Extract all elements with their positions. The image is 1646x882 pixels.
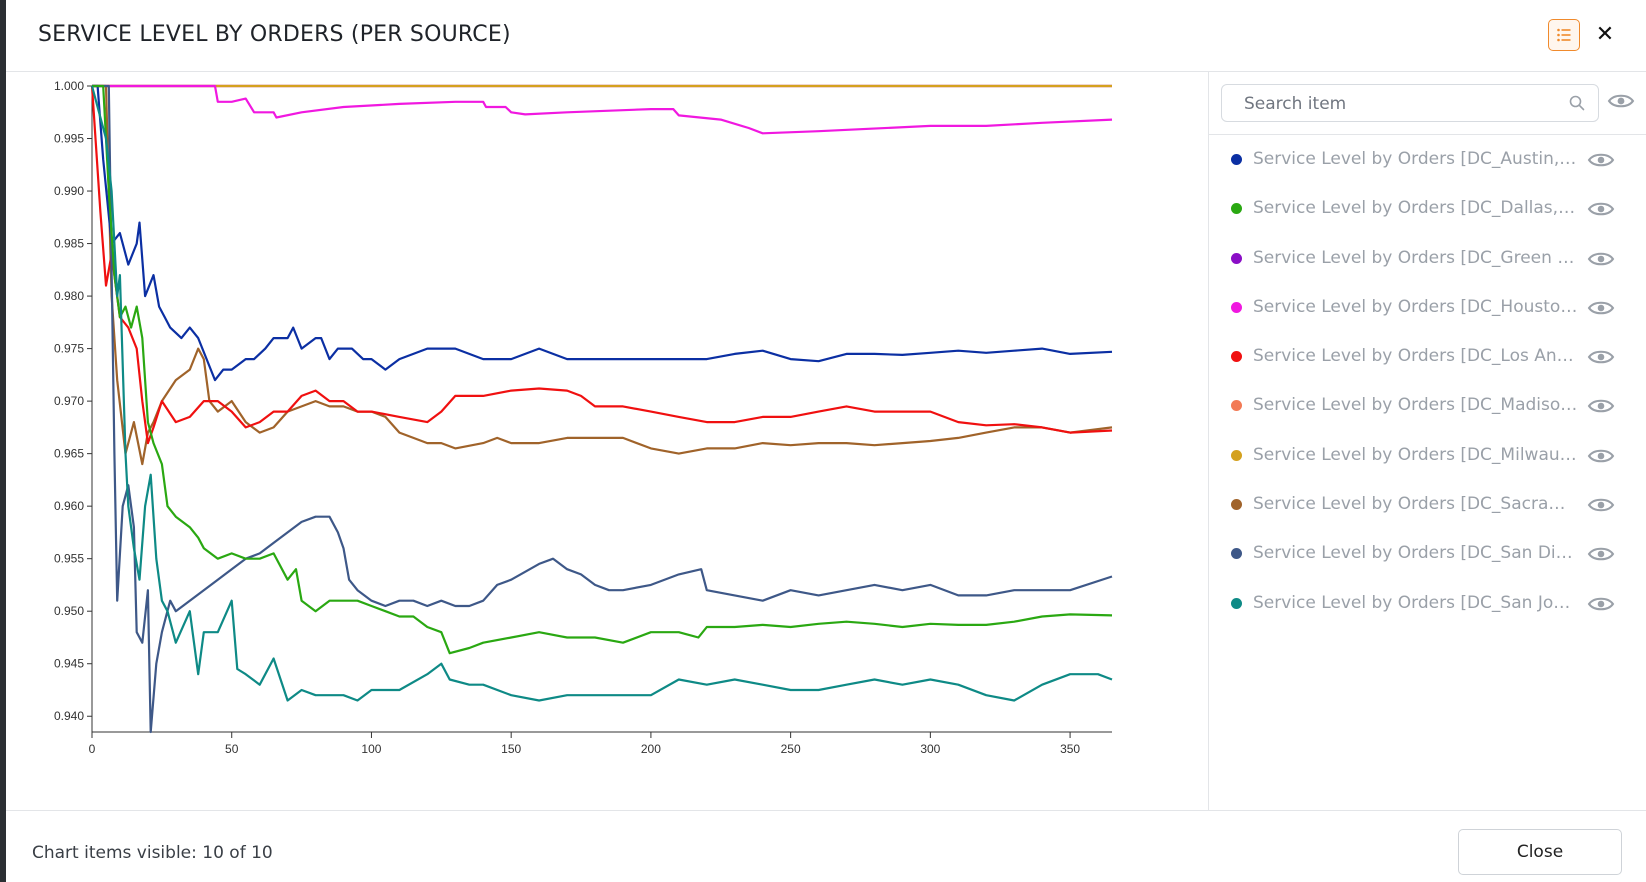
legend-color-dot [1231, 499, 1242, 511]
legend-item-label: Service Level by Orders [DC_Houston, TX] [1253, 296, 1578, 317]
legend-color-dot [1231, 449, 1242, 461]
y-tick-label: 0.970 [54, 394, 84, 408]
y-tick-label: 0.950 [54, 604, 84, 618]
legend-item[interactable]: Service Level by Orders [DC_Green Bay, W… [1209, 235, 1646, 284]
legend-color-dot [1231, 597, 1242, 609]
legend-item-label: Service Level by Orders [DC_San Jose, CA… [1253, 592, 1578, 613]
eye-icon[interactable] [1587, 150, 1615, 170]
y-tick-label: 0.995 [54, 132, 84, 146]
legend-item[interactable]: Service Level by Orders [DC_Austin, TX] [1209, 136, 1646, 185]
y-tick-label: 0.960 [54, 499, 84, 513]
eye-icon[interactable] [1587, 495, 1615, 515]
series-line [92, 84, 1113, 655]
y-axis: 1.000 0.995 0.990 0.985 0.980 0.975 0.970 0.965… [54, 79, 93, 732]
legend-color-dot [1231, 154, 1242, 165]
y-tick-label: 0.940 [54, 709, 84, 723]
eye-icon[interactable] [1587, 594, 1615, 614]
x-tick-label: 150 [501, 742, 521, 756]
series-group [90, 84, 1113, 734]
x-tick-label: 0 [89, 742, 96, 756]
y-tick-label: 0.985 [54, 237, 84, 251]
eye-icon[interactable] [1587, 298, 1615, 318]
legend-color-dot [1231, 252, 1242, 264]
legend-item[interactable]: Service Level by Orders [DC_Madison, WI] [1209, 382, 1646, 431]
legend-item[interactable]: Service Level by Orders [DC_San Diego, C… [1209, 530, 1646, 579]
toggle-all-eye-icon[interactable] [1607, 90, 1635, 112]
legend-item[interactable]: Service Level by Orders [DC_Sacramento, … [1209, 481, 1646, 530]
y-tick-label: 0.955 [54, 552, 84, 566]
line-chart: 1.000 0.995 0.990 0.985 0.980 0.975 0.970 0.965… [54, 79, 1113, 756]
x-tick-label: 200 [641, 742, 661, 756]
series-line [92, 84, 1113, 466]
series-line [92, 84, 1113, 382]
eye-icon[interactable] [1587, 347, 1615, 367]
legend-color-dot [1231, 400, 1242, 412]
legend-item-label: Service Level by Orders [DC_Madison, WI] [1253, 395, 1578, 416]
x-tick-label: 350 [1060, 742, 1080, 756]
modal-header: SERVICE LEVEL BY ORDERS (PER SOURCE) ✕ [6, 0, 1646, 72]
y-tick-label: 1.000 [54, 79, 84, 93]
legend-item-label: Service Level by Orders [DC_Austin, TX] [1253, 149, 1578, 169]
page-backdrop [0, 0, 6, 882]
legend-item-label: Service Level by Orders [DC_Los Angeles,… [1253, 346, 1578, 367]
list-icon [1557, 28, 1571, 42]
legend-color-dot [1231, 548, 1242, 560]
panel-divider [1209, 134, 1646, 135]
eye-icon[interactable] [1587, 544, 1615, 564]
x-tick-label: 300 [920, 742, 940, 756]
legend-panel: Service Level by Orders [DC_Austin, TX] S… [1208, 72, 1646, 810]
y-tick-label: 0.980 [54, 289, 84, 303]
x-tick-label: 100 [361, 742, 381, 756]
eye-icon[interactable] [1587, 396, 1615, 416]
legend-item[interactable]: Service Level by Orders [DC_Dallas, TX] [1209, 185, 1646, 234]
modal-footer: Chart items visible: 10 of 10 Close [6, 810, 1646, 882]
legend-item[interactable]: Service Level by Orders [DC_San Jose, CA… [1209, 580, 1646, 629]
y-tick-label: 0.990 [54, 184, 84, 198]
search-box [1221, 84, 1599, 123]
x-tick-label: 250 [781, 742, 801, 756]
legend-item-label: Service Level by Orders [DC_Sacramento, … [1253, 494, 1578, 515]
chart-area: 1.000 0.995 0.990 0.985 0.980 0.975 0.970 0.965… [6, 72, 1206, 810]
legend-color-dot [1231, 203, 1242, 215]
series-line [92, 84, 1113, 135]
legend-item[interactable]: Service Level by Orders [DC_Houston, TX] [1209, 284, 1646, 333]
close-button[interactable]: Close [1458, 829, 1622, 875]
eye-icon[interactable] [1587, 249, 1615, 269]
legend-color-dot [1231, 351, 1242, 363]
legend-toggle-button[interactable] [1548, 19, 1580, 51]
legend-item-label: Service Level by Orders [DC_Milwaukee, W… [1253, 444, 1578, 465]
legend-item-label: Service Level by Orders [DC_Green Bay, W… [1253, 247, 1578, 268]
series-line [92, 84, 1113, 734]
eye-icon[interactable] [1587, 446, 1615, 466]
close-icon[interactable]: ✕ [1595, 22, 1615, 47]
y-tick-label: 0.965 [54, 447, 84, 461]
series-line [90, 85, 1113, 702]
eye-icon[interactable] [1587, 199, 1615, 219]
y-tick-label: 0.975 [54, 342, 84, 356]
search-input[interactable] [1222, 85, 1576, 123]
legend-item-label: Service Level by Orders [DC_Dallas, TX] [1253, 198, 1578, 219]
search-icon [1569, 95, 1585, 111]
legend-color-dot [1231, 301, 1242, 313]
chart-modal: SERVICE LEVEL BY ORDERS (PER SOURCE) ✕ 1… [6, 0, 1646, 882]
legend-item[interactable]: Service Level by Orders [DC_Milwaukee, W… [1209, 432, 1646, 481]
series-line [90, 85, 1113, 445]
legend-item[interactable]: Service Level by Orders [DC_Los Angeles,… [1209, 333, 1646, 382]
modal-title: SERVICE LEVEL BY ORDERS (PER SOURCE) [38, 22, 511, 47]
x-tick-label: 50 [225, 742, 239, 756]
legend-list: Service Level by Orders [DC_Austin, TX] S… [1209, 136, 1646, 629]
y-tick-label: 0.945 [54, 657, 84, 671]
x-axis: 0 50 100 150 200 250 300 350 [89, 731, 1112, 756]
visible-items-status: Chart items visible: 10 of 10 [32, 843, 273, 863]
legend-item-label: Service Level by Orders [DC_San Diego, C… [1253, 543, 1578, 564]
